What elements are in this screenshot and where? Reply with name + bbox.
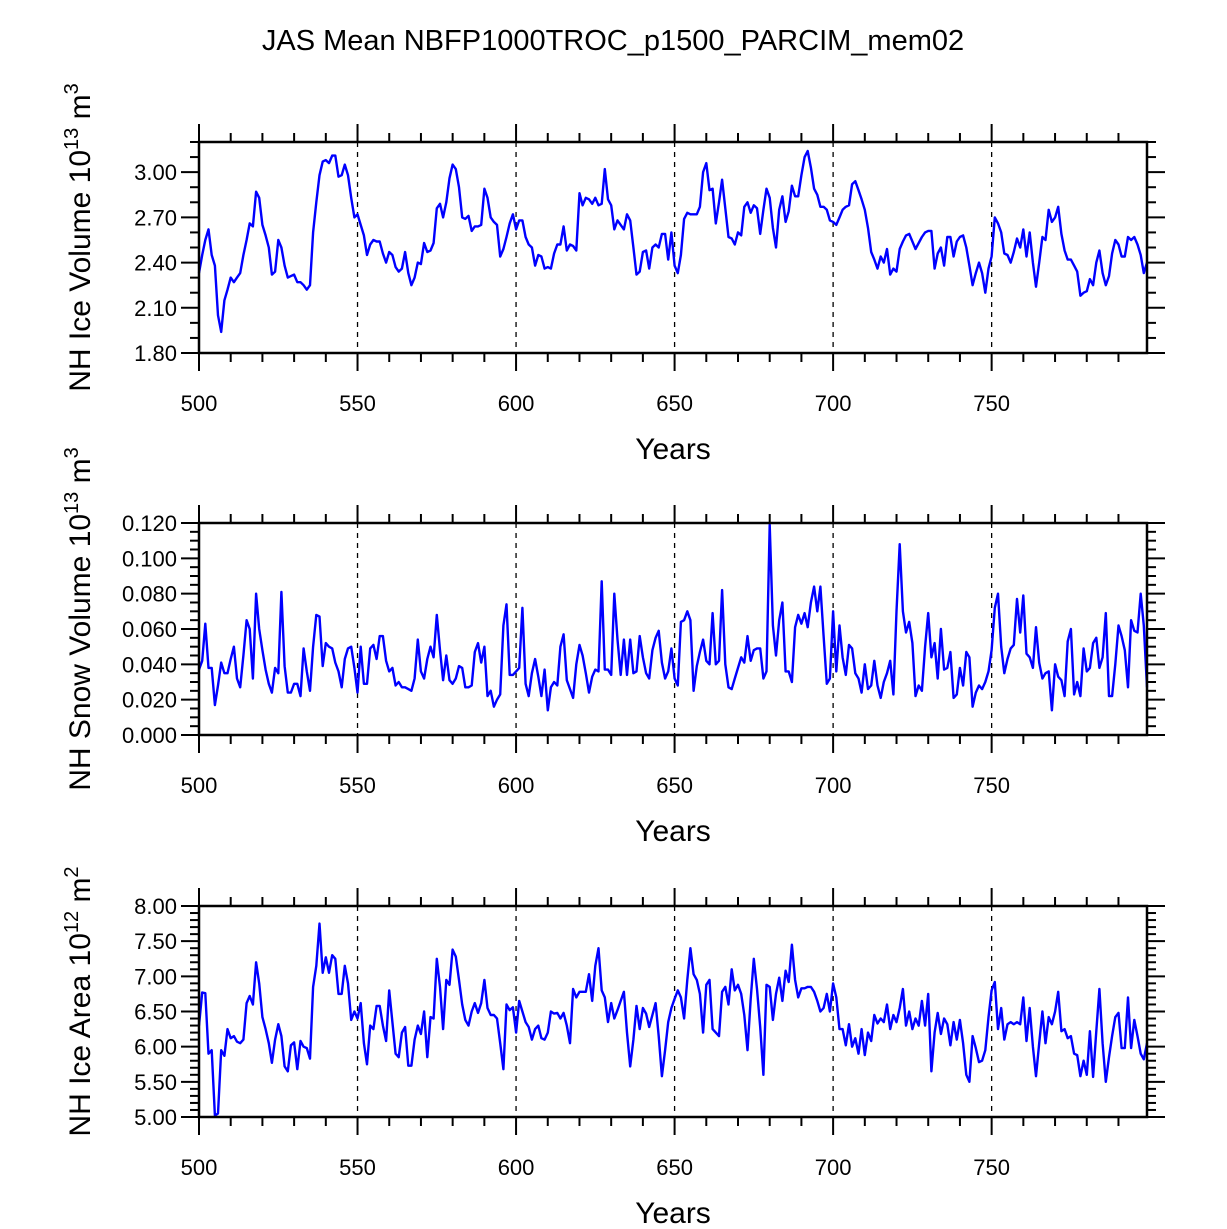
y-axis-label-part: NH Ice Volume 10	[64, 150, 97, 392]
y-tick-label: 0.020	[122, 688, 177, 713]
y-tick-label: 7.50	[134, 929, 177, 954]
y-axis-label: NH Ice Volume 1013 m3	[61, 83, 97, 392]
y-axis-label-part: 13	[61, 128, 83, 150]
y-tick-label: 0.000	[122, 723, 177, 748]
y-tick-label: 0.040	[122, 652, 177, 677]
x-tick-label: 600	[498, 391, 535, 416]
y-tick-label: 0.120	[122, 511, 177, 536]
y-tick-label: 3.00	[134, 160, 177, 185]
y-axis-label-part: 12	[61, 911, 83, 933]
x-tick-label: 550	[339, 391, 376, 416]
x-tick-label: 600	[498, 1155, 535, 1180]
x-tick-label: 650	[656, 391, 693, 416]
y-tick-label: 7.00	[134, 964, 177, 989]
x-tick-label: 750	[973, 773, 1010, 798]
y-tick-label: 2.10	[134, 296, 177, 321]
y-tick-label: 6.50	[134, 1000, 177, 1025]
y-tick-label: 8.00	[134, 894, 177, 919]
y-tick-label: 5.50	[134, 1070, 177, 1095]
x-tick-label: 650	[656, 1155, 693, 1180]
x-tick-label: 600	[498, 773, 535, 798]
x-axis-label: Years	[635, 433, 711, 466]
x-tick-label: 500	[181, 773, 218, 798]
panel-3: 500 550 600 650 700 750 5.00 5.50 6.00 6.50 7.00 7.…	[61, 866, 1165, 1229]
y-axis-label-part: 2	[61, 866, 83, 877]
y-tick-label: 0.060	[122, 617, 177, 642]
plot-frame	[197, 140, 1149, 355]
y-tick-label: 5.00	[134, 1105, 177, 1130]
y-tick-label: 0.100	[122, 546, 177, 571]
x-tick-label: 700	[815, 1155, 852, 1180]
y-axis-label-part: 3	[61, 447, 83, 458]
data-series-line	[197, 523, 1149, 712]
y-axis-label: NH Snow Volume 1013 m3	[61, 447, 97, 791]
x-axis-label: Years	[635, 815, 711, 848]
y-tick-label: 1.80	[134, 341, 177, 366]
y-tick-label: 0.080	[122, 582, 177, 607]
y-axis-label-part: m	[64, 458, 97, 491]
y-tick-label: 2.70	[134, 205, 177, 230]
y-axis-label-part: m	[64, 878, 97, 911]
y-axis-label-part: 13	[61, 492, 83, 514]
x-tick-label: 750	[973, 1155, 1010, 1180]
x-tick-label: 750	[973, 391, 1010, 416]
y-tick-label: 6.00	[134, 1035, 177, 1060]
plot-frame	[197, 904, 1149, 1119]
panel-1: 500 550 600 650 700 750 1.80 2.10 2.40 2.70 3.00 Ye…	[61, 83, 1165, 466]
x-tick-label: 550	[339, 1155, 376, 1180]
x-tick-label: 700	[815, 391, 852, 416]
y-axis-label-part: NH Snow Volume 10	[64, 514, 97, 791]
plot-frame	[197, 521, 1149, 737]
panel-2: 500 550 600 650 700 750 0.000 0.020 0.040 0.060 0.…	[61, 447, 1165, 848]
x-axis-label: Years	[635, 1197, 711, 1229]
x-tick-label: 500	[181, 391, 218, 416]
x-tick-label: 650	[656, 773, 693, 798]
chart-title: JAS Mean NBFP1000TROC_p1500_PARCIM_mem02	[262, 25, 964, 57]
y-axis-label: NH Ice Area 1012 m2	[61, 866, 97, 1136]
y-axis-label-part: 3	[61, 83, 83, 94]
x-tick-label: 500	[181, 1155, 218, 1180]
y-axis-label-part: NH Ice Area 10	[64, 933, 97, 1136]
data-series-line	[197, 922, 1149, 1117]
data-series-line	[197, 149, 1149, 334]
y-tick-label: 2.40	[134, 251, 177, 276]
y-axis-label-part: m	[64, 94, 97, 127]
x-tick-label: 550	[339, 773, 376, 798]
x-tick-label: 700	[815, 773, 852, 798]
